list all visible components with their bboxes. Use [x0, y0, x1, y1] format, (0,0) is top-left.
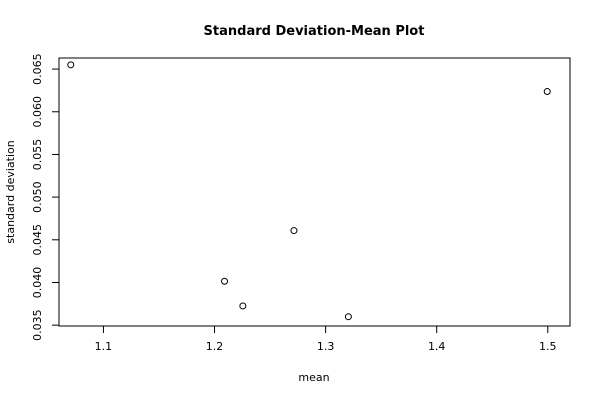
- x-tick-label: 1.1: [95, 340, 113, 353]
- y-axis-label: standard deviation: [4, 140, 17, 243]
- data-points: [67, 61, 551, 321]
- y-tick-label: 0.065: [31, 53, 44, 85]
- x-tick-label: 1.5: [539, 340, 557, 353]
- data-point: [239, 302, 247, 310]
- y-tick-label: 0.045: [31, 224, 44, 256]
- y-tick-label: 0.060: [31, 96, 44, 128]
- plot-frame: [58, 57, 571, 327]
- chart-title: Standard Deviation-Mean Plot: [204, 24, 425, 39]
- x-tick-label: 1.4: [428, 340, 446, 353]
- x-tick-label: 1.2: [206, 340, 224, 353]
- data-point: [344, 313, 352, 321]
- x-axis-label: mean: [298, 371, 329, 384]
- x-axis: 1.1 1.2 1.3 1.4 1.5: [95, 325, 557, 353]
- y-axis: 0.035 0.040 0.045 0.050 0.055 0.060 0.065: [31, 53, 60, 341]
- y-tick-label: 0.055: [31, 139, 44, 171]
- y-tick-label: 0.050: [31, 181, 44, 213]
- data-point: [221, 277, 229, 285]
- x-tick-label: 1.3: [317, 340, 335, 353]
- data-point: [543, 88, 551, 96]
- data-point: [290, 227, 298, 235]
- y-tick-label: 0.040: [31, 267, 44, 299]
- data-point: [67, 61, 75, 69]
- y-tick-label: 0.035: [31, 309, 44, 341]
